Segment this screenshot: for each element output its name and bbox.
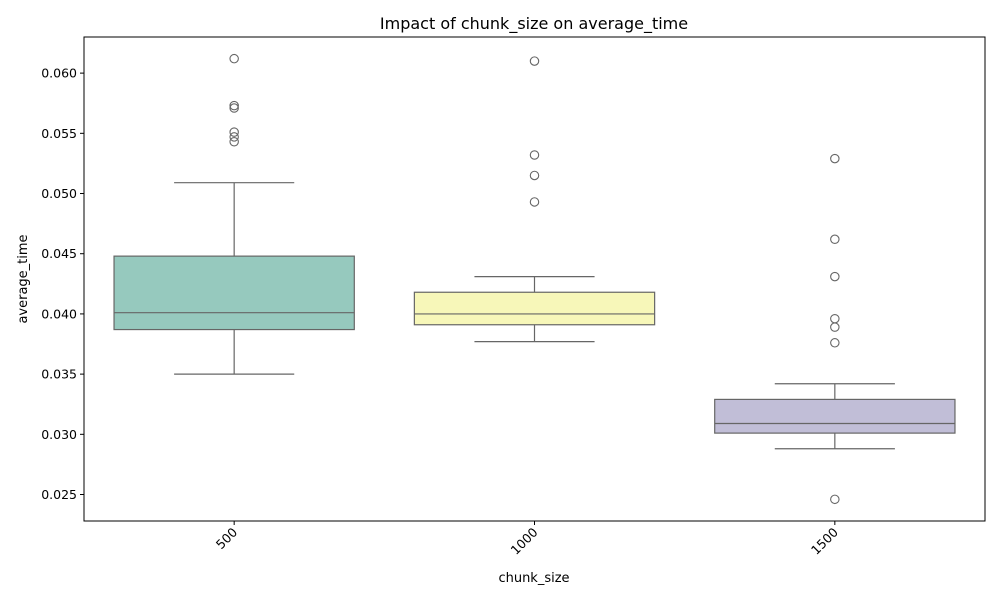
y-tick-label: 0.045 [41, 246, 77, 261]
plot-area [83, 36, 986, 522]
outlier-point [529, 56, 540, 66]
outlier-point [229, 127, 239, 137]
x-tick-label: 1000 [508, 524, 541, 557]
outlier-point [229, 103, 239, 113]
outlier-point [529, 197, 540, 207]
outlier-point [529, 170, 540, 181]
box-group-500 [113, 53, 355, 375]
y-tick-label: 0.050 [41, 186, 77, 201]
iqr-box [113, 255, 355, 331]
outlier-point [830, 153, 840, 164]
y-tick-label: 0.030 [41, 427, 77, 442]
box-group-1500 [714, 153, 956, 505]
outlier-point [229, 53, 239, 64]
outlier-point [830, 234, 840, 245]
x-tick-label: 1500 [808, 524, 841, 557]
y-tick-label: 0.025 [41, 487, 77, 502]
x-axis-label: chunk_size [498, 571, 569, 586]
outlier-point [830, 322, 840, 332]
outlier-point [529, 150, 540, 160]
iqr-box [714, 398, 956, 434]
outlier-point [229, 100, 239, 111]
outlier-point [830, 271, 840, 282]
y-tick-label: 0.035 [41, 367, 77, 382]
y-axis-label: average_time [16, 234, 31, 323]
x-axis: 500 1000 1500 [213, 521, 841, 558]
iqr-box [413, 291, 656, 326]
box-group-1000 [413, 56, 656, 343]
y-tick-label: 0.060 [41, 66, 77, 81]
outlier-point [830, 313, 840, 324]
outlier-point [229, 136, 239, 147]
outlier-point [229, 132, 239, 142]
outlier-point [830, 494, 840, 505]
x-tick-label: 500 [213, 524, 241, 552]
y-tick-label: 0.040 [41, 306, 77, 321]
y-axis: 0.025 0.030 0.035 0.040 0.045 0.050 0.055 0.060 [41, 66, 84, 502]
y-tick-label: 0.055 [41, 126, 77, 141]
chart-title: Impact of chunk_size on average_time [380, 14, 688, 34]
outlier-point [830, 338, 840, 348]
